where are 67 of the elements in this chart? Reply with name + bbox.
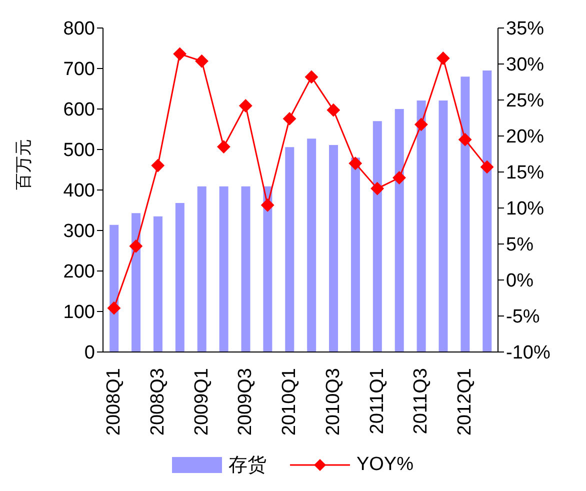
bar [132,213,141,352]
x-tick-label: 2009Q1 [191,368,212,436]
point [436,52,450,65]
y2-tick-label: -5% [506,306,540,328]
x-tick-label: 2011Q1 [366,368,388,434]
point [217,140,230,154]
bar [263,186,272,352]
y-tick-label: 400 [63,180,95,202]
point [151,159,164,172]
y-tick-label: 200 [63,262,95,283]
point [370,182,384,196]
x-tick-label: 2012Q1 [454,368,476,436]
bar [438,100,448,352]
point [458,133,472,146]
bar [241,186,250,352]
point [107,302,120,315]
point [195,54,208,68]
point [392,171,406,184]
legend-label: 存货 [228,454,266,478]
y2-tick-label: 20% [506,126,544,148]
bar [285,147,294,352]
x-tick-label: 2011Q3 [410,368,432,434]
bar [416,100,426,352]
bar [482,70,492,352]
point [348,156,362,170]
bar [307,138,316,352]
point [261,198,274,212]
y-tick-label: 800 [63,18,95,40]
bar [153,216,162,352]
point [304,70,318,84]
bar [329,145,338,352]
y2-tick-label: -10% [506,342,550,364]
y2-tick-label: 0% [506,270,534,292]
bar [460,76,470,352]
point [283,112,296,126]
point [326,104,340,117]
y-tick-label: 700 [63,59,95,80]
legend-label: YOY% [356,454,414,476]
point [414,118,428,131]
bar [394,109,404,352]
y2-tick-label: 15% [506,162,544,184]
y2-tick-label: 5% [506,234,534,256]
y-tick-label: 100 [63,302,95,324]
bar [372,121,382,352]
y-tick-label: 600 [63,100,95,121]
point [173,47,186,60]
bar [110,224,119,352]
y2-tick-label: 30% [506,54,544,76]
x-tick-label: 2009Q3 [235,368,256,436]
y2-tick-label: 10% [506,198,544,220]
y-tick-label: 0 [84,342,95,364]
x-tick-label: 2008Q1 [103,368,124,436]
y-tick-label: 300 [63,221,95,242]
y2-tick-label: 35% [506,18,544,40]
y2-tick-label: 25% [506,90,544,112]
point [129,240,142,253]
point [239,99,252,112]
y-tick-label: 500 [63,140,95,162]
bar [197,186,206,352]
bar [175,202,184,352]
x-tick-label: 2008Q3 [147,368,168,436]
x-tick-label: 2010Q3 [322,368,344,436]
point [480,160,494,174]
y-axis-title: 百万元 [14,139,34,190]
bar [219,186,228,352]
bar [350,158,360,352]
x-tick-label: 2010Q1 [279,368,300,436]
